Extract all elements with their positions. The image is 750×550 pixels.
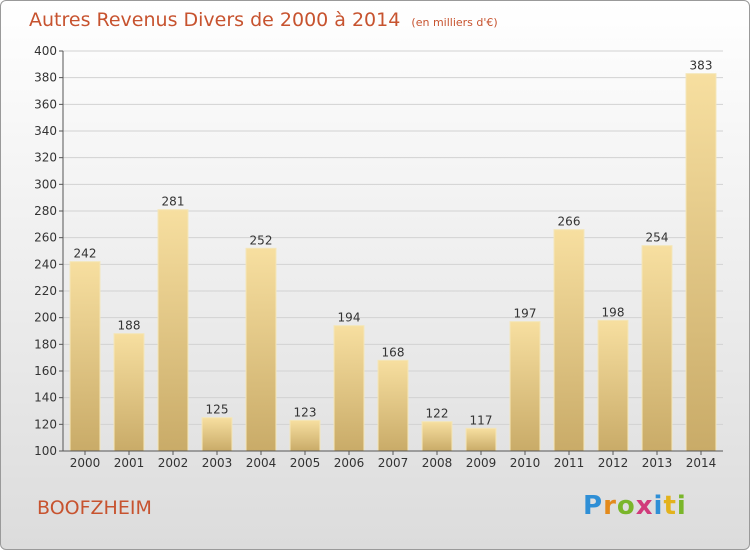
bar-value-label: 197	[514, 307, 537, 321]
bar	[289, 419, 321, 452]
chart-title-block: Autres Revenus Divers de 2000 à 2014 (en…	[29, 9, 498, 31]
location-label: BOOFZHEIM	[37, 497, 152, 519]
bar	[641, 245, 673, 452]
x-tick-label: 2011	[554, 456, 585, 470]
bar-value-label: 198	[602, 305, 625, 319]
bar-value-label: 266	[558, 215, 581, 229]
bar-value-label: 383	[690, 59, 713, 73]
bars: 242 188 281 125 252 123 194 168 122 117 197 266 198 2…	[69, 59, 717, 452]
y-tick-label: 280	[34, 204, 57, 218]
x-tick-label: 2012	[598, 456, 629, 470]
bar	[685, 73, 717, 452]
y-tick-label: 180	[34, 337, 57, 351]
bar-value-label: 122	[426, 407, 449, 421]
logo-letter: i	[676, 491, 687, 521]
y-tick-label: 300	[34, 177, 57, 191]
logo-letter: x	[635, 491, 654, 521]
x-axis: 2000 2001 2002 2003 2004 2005 2006 2007 2008 2009…	[63, 450, 723, 470]
bar	[333, 325, 365, 452]
x-tick-label: 2001	[114, 456, 145, 470]
bar	[597, 319, 629, 452]
bar	[245, 247, 277, 452]
bar	[201, 417, 233, 452]
bar	[113, 333, 145, 452]
proxiti-logo: Proxiti	[583, 491, 687, 521]
y-tick-label: 380	[34, 71, 57, 85]
y-tick-label: 400	[34, 44, 57, 58]
bar-value-label: 252	[250, 233, 273, 247]
y-tick-label: 100	[34, 444, 57, 458]
y-tick-label: 120	[34, 417, 57, 431]
x-tick-label: 2007	[378, 456, 409, 470]
bar	[157, 209, 189, 452]
y-axis: 100 120 140 160 180 200 220 240 260 280 300 320 340 3…	[34, 44, 64, 458]
y-tick-label: 320	[34, 151, 57, 165]
x-tick-label: 2014	[686, 456, 717, 470]
bar-value-label: 117	[470, 413, 493, 427]
logo-letter: o	[616, 491, 636, 521]
bar	[421, 421, 453, 452]
y-tick-label: 360	[34, 97, 57, 111]
chart-title: Autres Revenus Divers de 2000 à 2014	[29, 9, 401, 31]
y-tick-label: 160	[34, 364, 57, 378]
logo-letter: i	[653, 491, 664, 521]
bar-value-label: 281	[162, 195, 185, 209]
x-tick-label: 2003	[202, 456, 233, 470]
x-tick-label: 2013	[642, 456, 673, 470]
y-tick-label: 240	[34, 257, 57, 271]
x-tick-label: 2009	[466, 456, 497, 470]
y-tick-label: 200	[34, 311, 57, 325]
bar-value-label: 242	[74, 247, 97, 261]
x-tick-label: 2002	[158, 456, 189, 470]
bar	[465, 427, 497, 452]
chart-subtitle: (en milliers d'€)	[411, 16, 498, 29]
y-tick-label: 260	[34, 231, 57, 245]
x-tick-label: 2010	[510, 456, 541, 470]
x-tick-label: 2008	[422, 456, 453, 470]
bar-value-label: 188	[118, 319, 141, 333]
x-tick-label: 2005	[290, 456, 321, 470]
bar	[509, 321, 541, 452]
x-tick-label: 2004	[246, 456, 277, 470]
bar	[69, 261, 101, 452]
bar-value-label: 125	[206, 403, 229, 417]
bar	[377, 359, 409, 452]
x-tick-label: 2000	[70, 456, 101, 470]
y-tick-label: 340	[34, 124, 57, 138]
bar-value-label: 123	[294, 405, 317, 419]
bar-value-label: 254	[646, 231, 669, 245]
y-tick-label: 140	[34, 391, 57, 405]
logo-letter: t	[663, 491, 677, 521]
logo-letter: P	[583, 491, 604, 521]
logo-letter: r	[603, 491, 617, 521]
bar-value-label: 168	[382, 345, 405, 359]
x-tick-label: 2006	[334, 456, 365, 470]
y-tick-label: 220	[34, 284, 57, 298]
bar-value-label: 194	[338, 311, 361, 325]
bar	[553, 229, 585, 452]
